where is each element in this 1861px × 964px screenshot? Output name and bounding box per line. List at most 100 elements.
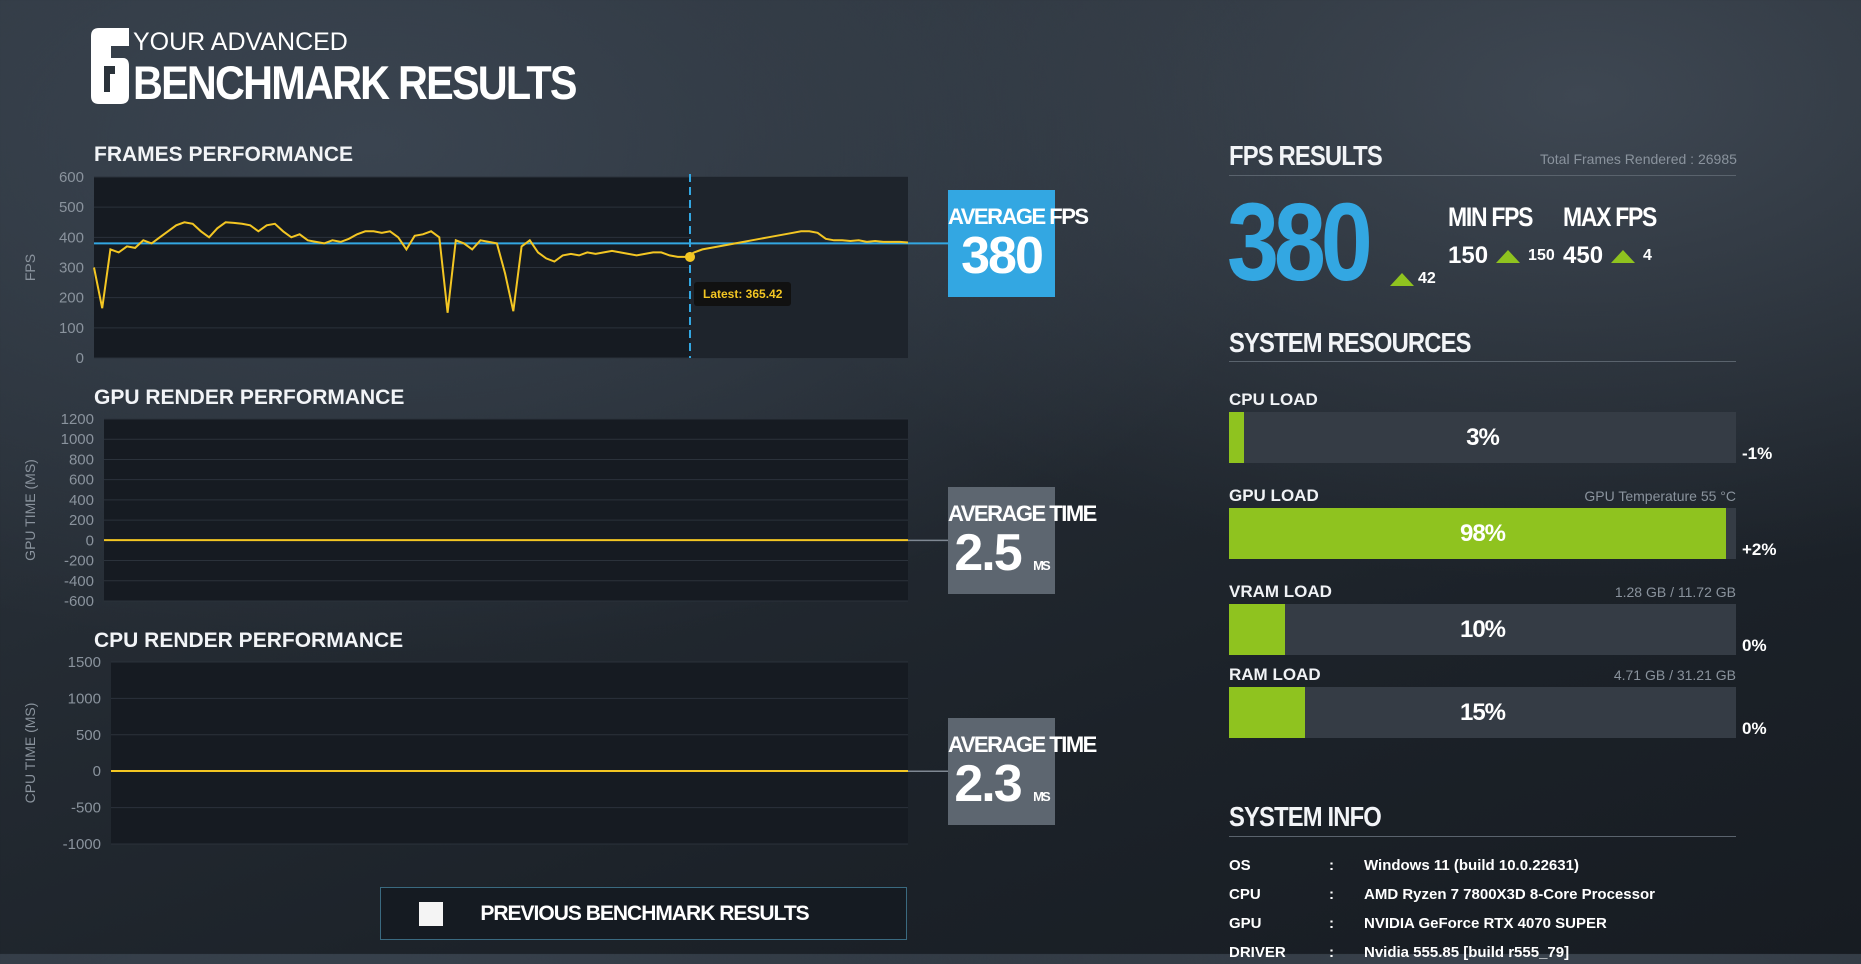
cpu-plot-area <box>111 662 908 844</box>
system-info-row: DRIVER: Nvidia 555.85 [build r555_79] <box>1229 944 1749 964</box>
previous-benchmark-button[interactable]: PREVIOUS BENCHMARK RESULTS <box>380 887 907 940</box>
resource-gpu-load: GPU LOAD GPU Temperature 55 °C 98% +2% <box>1229 486 1789 566</box>
frames-hover-region <box>690 177 908 358</box>
resource-delta: 0% <box>1742 719 1767 738</box>
resource-bar: 10% <box>1229 604 1736 655</box>
gpu-y-axis-label: GPU TIME (MS) <box>22 459 38 561</box>
gpu-time-unit: MS <box>1033 558 1050 573</box>
system-info-value: NVIDIA GeForce RTX 4070 SUPER <box>1364 915 1607 932</box>
frames-tick-label: 100 <box>59 320 84 337</box>
frames-tick-label: 0 <box>76 350 84 367</box>
frames-tick-label: 600 <box>59 169 84 186</box>
gpu-tick-label: 400 <box>69 492 94 509</box>
cpu-average-time-value: 2.3 <box>954 755 1022 813</box>
system-info-row: GPU: NVIDIA GeForce RTX 4070 SUPER <box>1229 915 1749 935</box>
frames-performance-title: FRAMES PERFORMANCE <box>94 143 354 166</box>
frames-latest-point[interactable] <box>685 251 695 262</box>
min-fps-delta: 150 <box>1528 247 1555 264</box>
resource-note: 4.71 GB / 31.21 GB <box>1613 667 1736 683</box>
system-info-separator: : <box>1329 886 1334 903</box>
gpu-chart: 1200 1000 800 600 400 200 0 -200 -400 -600 GPU TIM… <box>22 411 948 610</box>
resource-value: 3% <box>1466 423 1500 451</box>
max-fps-stat: 450 4 <box>1563 242 1652 270</box>
gpu-render-title: GPU RENDER PERFORMANCE <box>94 386 405 409</box>
resource-delta: 0% <box>1742 636 1767 655</box>
previous-benchmark-label: PREVIOUS BENCHMARK RESULTS <box>480 901 809 925</box>
total-frames-rendered: Total Frames Rendered : 26985 <box>1540 151 1737 167</box>
min-fps-value: 150 <box>1448 242 1489 269</box>
fps-results-title: FPS RESULTS <box>1229 140 1383 171</box>
checkbox-icon[interactable] <box>419 901 443 926</box>
system-info-title: SYSTEM INFO <box>1229 801 1382 832</box>
cpu-y-axis-label: CPU TIME (MS) <box>22 703 38 804</box>
gpu-average-time-box: AVERAGE TIME 2.5 MS <box>948 487 1097 594</box>
frames-y-axis-label: FPS <box>22 254 38 281</box>
resource-bar-fill <box>1229 604 1285 655</box>
gpu-tick-label: 0 <box>86 532 94 549</box>
divider <box>1229 175 1736 176</box>
cpu-chart: 1500 1000 500 0 -500 -1000 CPU TIME (MS) <box>22 654 948 853</box>
resource-value: 15% <box>1459 698 1506 726</box>
page-title: BENCHMARK RESULTS <box>133 56 577 109</box>
frames-tick-label: 200 <box>59 290 84 307</box>
divider <box>1229 836 1736 837</box>
system-info-key: DRIVER <box>1229 944 1286 961</box>
gpu-tick-label: -600 <box>64 593 94 610</box>
system-info-value: AMD Ryzen 7 7800X3D 8-Core Processor <box>1364 886 1655 903</box>
gpu-average-time-value: 2.5 <box>954 524 1022 582</box>
resource-vram-load: VRAM LOAD 1.28 GB / 11.72 GB 10% 0% <box>1229 582 1789 662</box>
cpu-render-title: CPU RENDER PERFORMANCE <box>94 629 404 652</box>
min-fps-label: MIN FPS <box>1448 202 1533 232</box>
frames-tick-label: 500 <box>59 199 84 216</box>
frames-tick-label: 400 <box>59 229 84 246</box>
gpu-tick-label: -400 <box>64 573 94 590</box>
gpu-tick-label: 1000 <box>61 431 94 448</box>
system-info-value: Nvidia 555.85 [build r555_79] <box>1364 944 1570 961</box>
system-info-separator: : <box>1329 857 1334 874</box>
resource-note: GPU Temperature 55 °C <box>1584 488 1736 504</box>
gpu-tick-label: -200 <box>64 553 94 570</box>
gpu-tick-label: 800 <box>69 451 94 468</box>
resource-ram-load: RAM LOAD 4.71 GB / 31.21 GB 15% 0% <box>1229 665 1789 745</box>
resource-bar: 15% <box>1229 687 1736 738</box>
gpu-average-time-label: AVERAGE TIME <box>948 501 1097 526</box>
gpu-tick-label: 200 <box>69 512 94 529</box>
average-fps-value: 380 <box>961 227 1044 285</box>
average-fps-box: AVERAGE FPS 380 <box>948 190 1089 297</box>
average-fps-label: AVERAGE FPS <box>948 204 1089 229</box>
system-info-key: CPU <box>1229 886 1261 903</box>
up-arrow-icon <box>1611 249 1636 263</box>
cpu-time-unit: MS <box>1033 789 1050 804</box>
resource-cpu-load: CPU LOAD 3% -1% <box>1229 390 1789 470</box>
resource-bar: 3% <box>1229 412 1736 463</box>
cpu-average-time-box: AVERAGE TIME 2.3 MS <box>948 718 1097 825</box>
resource-label: VRAM LOAD <box>1229 582 1332 601</box>
resource-label: GPU LOAD <box>1229 486 1319 505</box>
frames-tick-label: 300 <box>59 260 84 277</box>
resource-label: CPU LOAD <box>1229 390 1318 409</box>
gpu-tick-label: 1200 <box>61 411 94 428</box>
fps-average-big: 380 <box>1227 181 1373 304</box>
gpu-plot-area <box>104 419 908 601</box>
resource-value: 98% <box>1459 519 1506 547</box>
divider <box>1229 361 1736 362</box>
system-info-separator: : <box>1329 944 1334 961</box>
resource-bar-fill <box>1229 687 1306 738</box>
resource-bar-fill <box>1229 412 1245 463</box>
system-info-key: GPU <box>1229 915 1262 932</box>
cpu-average-time-label: AVERAGE TIME <box>948 732 1097 757</box>
frames-chart: 600 500 400 300 200 100 0 FPS <box>22 169 948 367</box>
resource-bar: 98% <box>1229 508 1736 559</box>
system-info-row: OS: Windows 11 (build 10.0.22631) <box>1229 857 1749 877</box>
cpu-tick-label: -500 <box>71 800 101 817</box>
gpu-tick-label: 600 <box>69 472 94 489</box>
resource-delta: +2% <box>1742 540 1777 559</box>
resource-delta: -1% <box>1742 444 1773 463</box>
system-resources-title: SYSTEM RESOURCES <box>1229 327 1471 358</box>
cpu-tick-label: 500 <box>76 727 101 744</box>
resource-label: RAM LOAD <box>1229 665 1321 684</box>
cpu-tick-label: 1000 <box>68 690 101 707</box>
max-fps-delta: 4 <box>1643 247 1652 264</box>
max-fps-label: MAX FPS <box>1563 202 1657 232</box>
up-arrow-icon <box>1390 272 1414 286</box>
